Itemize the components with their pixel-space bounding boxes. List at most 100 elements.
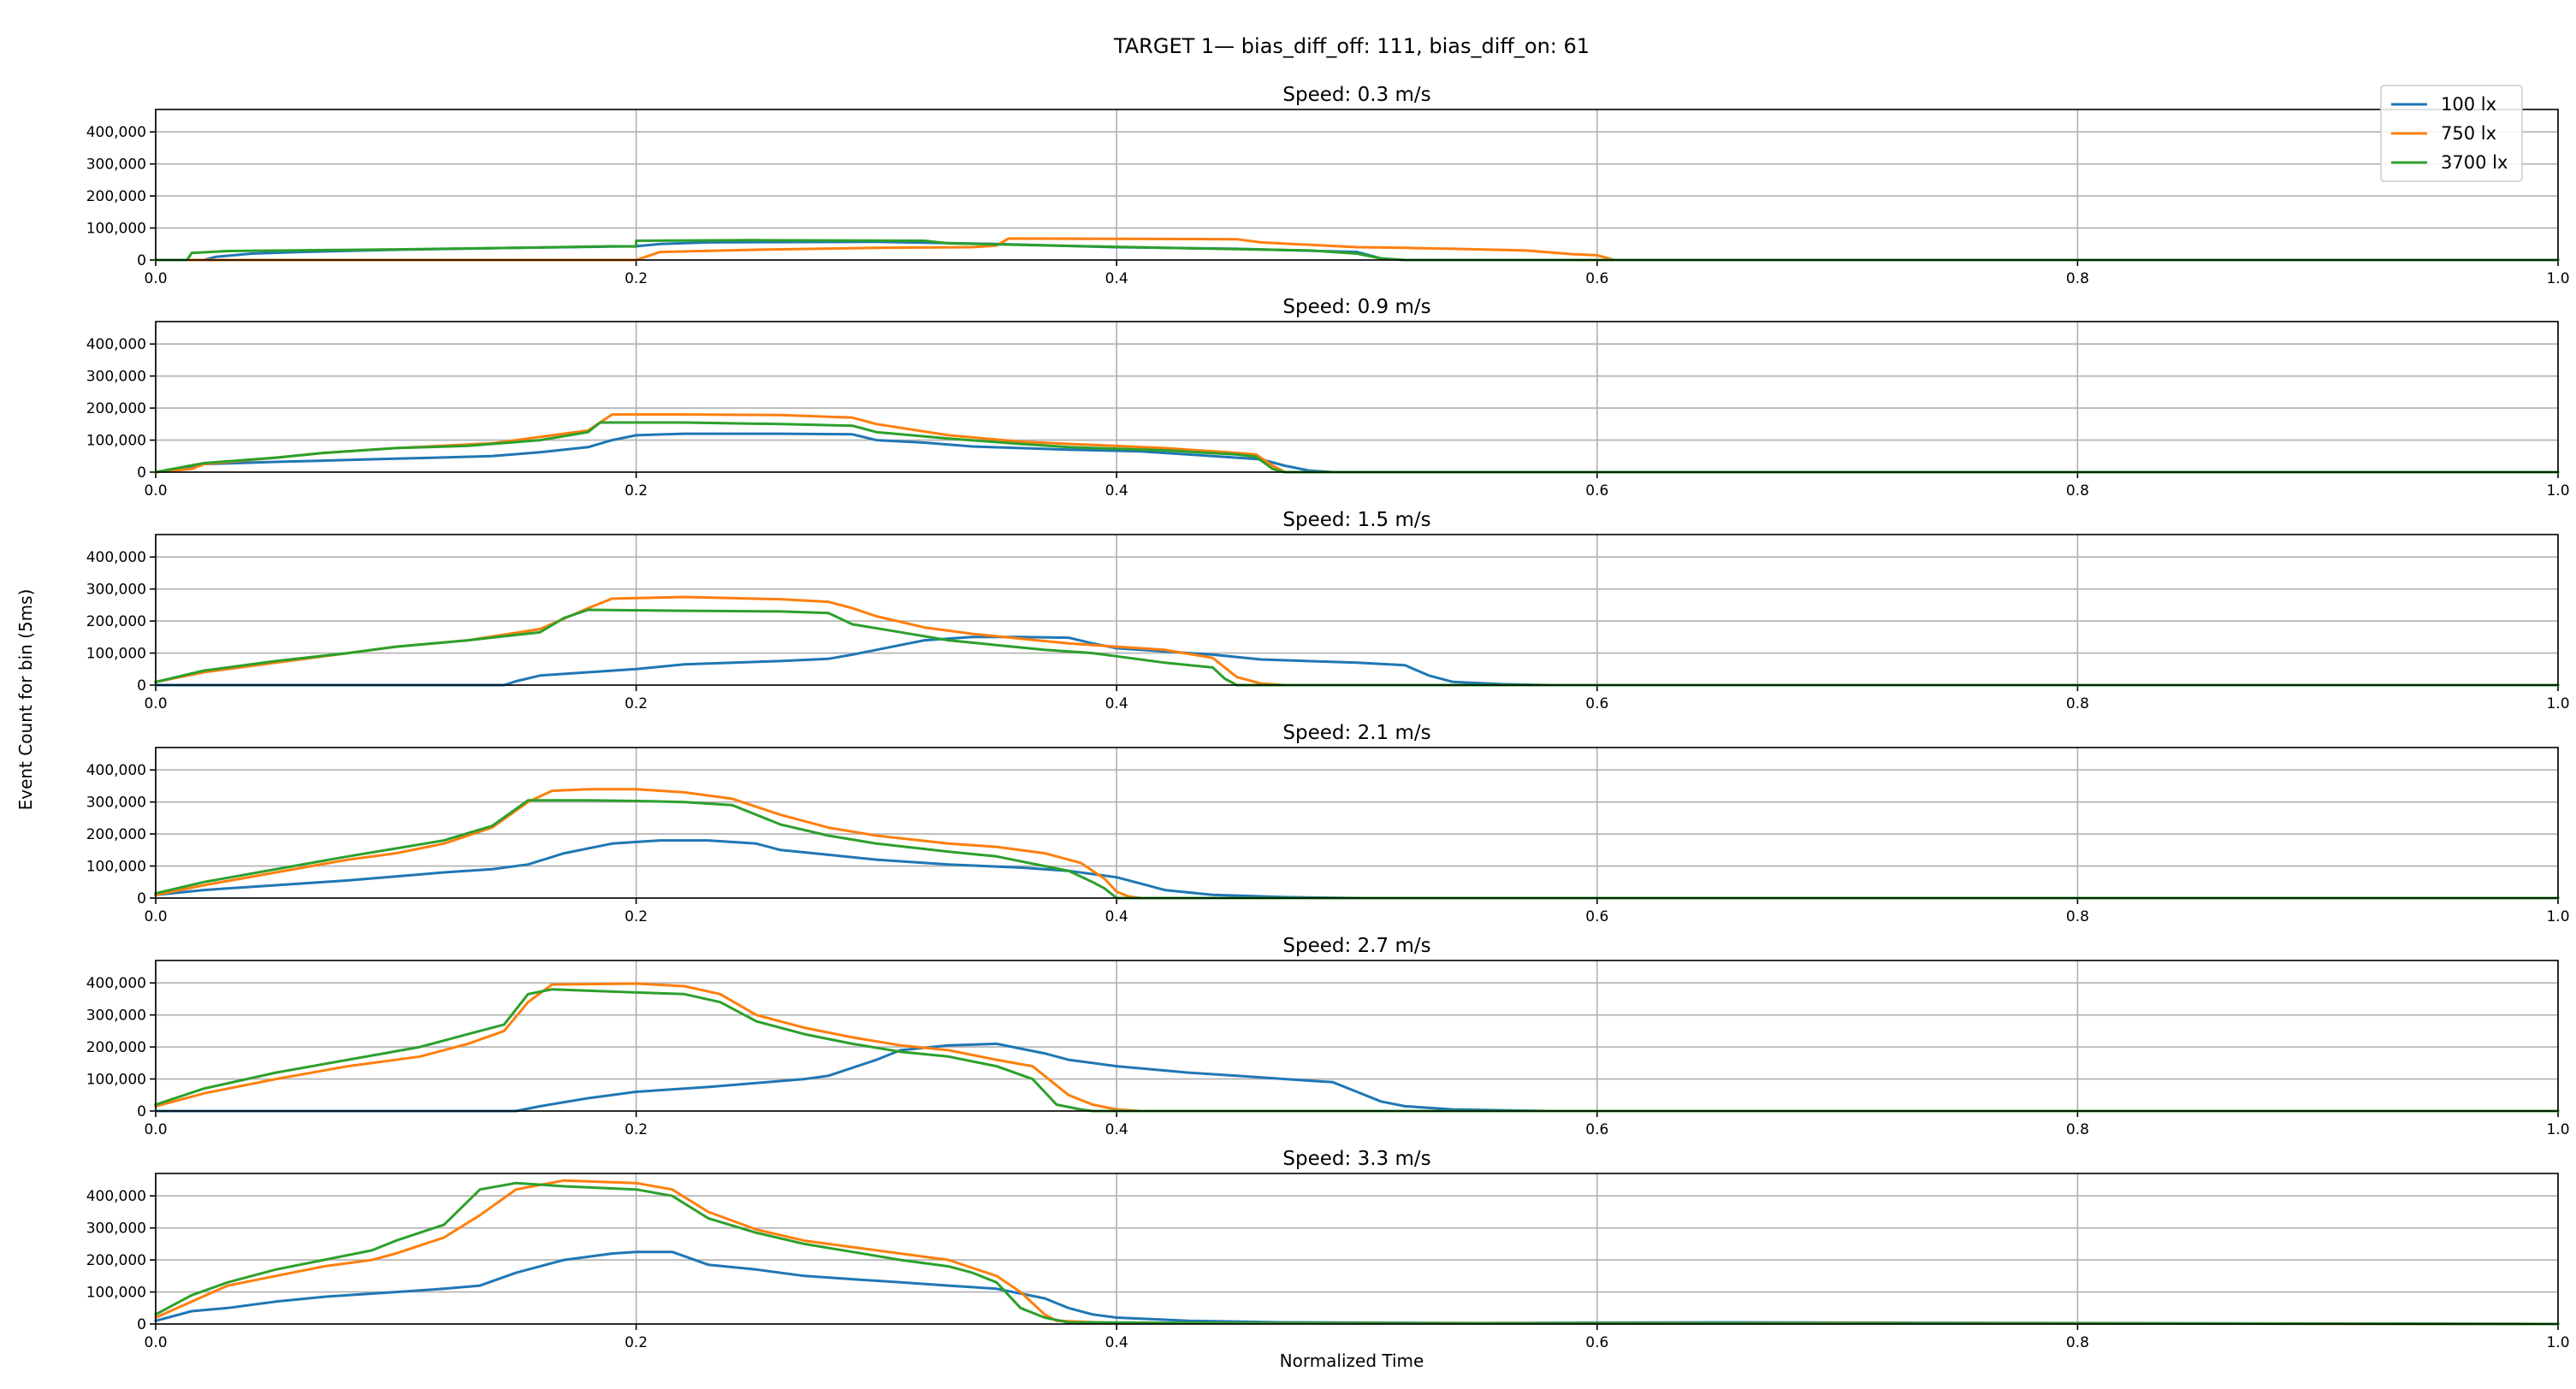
x-tick-label: 0.4 bbox=[1105, 482, 1128, 499]
x-tick-label: 0.4 bbox=[1105, 695, 1128, 712]
subplot-title: Speed: 0.3 m/s bbox=[1282, 84, 1430, 106]
subplot-title: Speed: 0.9 m/s bbox=[1282, 296, 1430, 318]
x-tick-label: 0.2 bbox=[625, 695, 648, 712]
y-tick-label: 300,000 bbox=[86, 1008, 146, 1025]
x-tick-label: 0.2 bbox=[625, 908, 648, 925]
x-tick-label: 0.8 bbox=[2066, 1334, 2089, 1351]
x-tick-label: 0.6 bbox=[1585, 908, 1608, 925]
y-tick-label: 100,000 bbox=[86, 1072, 146, 1089]
y-tick-label: 300,000 bbox=[86, 582, 146, 599]
y-tick-label: 200,000 bbox=[86, 1252, 146, 1269]
y-tick-label: 0 bbox=[137, 890, 146, 907]
series-line-3700-lx bbox=[154, 608, 2560, 687]
x-tick-label: 0.2 bbox=[625, 1334, 648, 1351]
x-tick-label: 0.6 bbox=[1585, 482, 1608, 499]
legend-box bbox=[2380, 85, 2523, 182]
x-tick-label: 0.2 bbox=[625, 482, 648, 499]
axes-frame bbox=[155, 747, 2559, 899]
x-tick-label: 0.8 bbox=[2066, 908, 2089, 925]
series-line-750-lx bbox=[154, 237, 2560, 262]
series-line-100-lx bbox=[154, 1250, 2560, 1326]
y-tick-label: 300,000 bbox=[86, 369, 146, 386]
x-tick-label: 1.0 bbox=[2546, 1334, 2569, 1351]
series-line-3700-lx bbox=[154, 421, 2560, 474]
x-tick-label: 0.2 bbox=[625, 270, 648, 287]
x-tick-label: 0.4 bbox=[1105, 1334, 1128, 1351]
x-tick-label: 0.4 bbox=[1105, 1121, 1128, 1138]
y-tick-label: 400,000 bbox=[86, 762, 146, 779]
x-tick-label: 0.4 bbox=[1105, 908, 1128, 925]
x-tick-label: 1.0 bbox=[2546, 270, 2569, 287]
y-tick-label: 200,000 bbox=[86, 188, 146, 205]
axes-frame bbox=[155, 534, 2559, 686]
x-tick-label: 1.0 bbox=[2546, 695, 2569, 712]
series-line-3700-lx bbox=[154, 988, 2560, 1113]
y-tick-label: 100,000 bbox=[86, 1285, 146, 1302]
series-line-3700-lx bbox=[154, 799, 2560, 900]
x-tick-label: 0.0 bbox=[144, 1334, 167, 1351]
subplot-title: Speed: 1.5 m/s bbox=[1282, 509, 1430, 531]
x-tick-label: 1.0 bbox=[2546, 908, 2569, 925]
x-tick-label: 0.6 bbox=[1585, 695, 1608, 712]
x-tick-label: 0.8 bbox=[2066, 1121, 2089, 1138]
y-tick-label: 0 bbox=[137, 677, 146, 694]
series-line-750-lx bbox=[154, 982, 2560, 1113]
y-tick-label: 400,000 bbox=[86, 549, 146, 566]
y-tick-label: 200,000 bbox=[86, 400, 146, 417]
y-tick-label: 400,000 bbox=[86, 336, 146, 353]
y-tick-label: 200,000 bbox=[86, 826, 146, 843]
y-tick-label: 300,000 bbox=[86, 157, 146, 174]
y-tick-label: 200,000 bbox=[86, 1039, 146, 1056]
series-line-100-lx bbox=[154, 1042, 2560, 1113]
axes-frame bbox=[155, 960, 2559, 1112]
y-tick-label: 200,000 bbox=[86, 613, 146, 630]
x-tick-label: 0.6 bbox=[1585, 270, 1608, 287]
x-tick-label: 0.4 bbox=[1105, 270, 1128, 287]
subplot-3: Speed: 1.5 m/s 0.0 0.2 0.4 0.6 0.8 1.0 0 100,000… bbox=[86, 509, 2570, 712]
x-tick-label: 0.0 bbox=[144, 270, 167, 287]
subplot-5: Speed: 2.7 m/s 0.0 0.2 0.4 0.6 0.8 1.0 0 100,000… bbox=[86, 935, 2570, 1138]
series-line-750-lx bbox=[154, 1179, 2560, 1326]
series-line-750-lx bbox=[154, 595, 2560, 687]
subplot-title: Speed: 3.3 m/s bbox=[1282, 1148, 1430, 1170]
subplot-1: Speed: 0.3 m/s 0.0 0.2 0.4 0.6 0.8 1.0 0 100,000… bbox=[86, 84, 2570, 287]
y-tick-label: 100,000 bbox=[86, 221, 146, 238]
series-line-100-lx bbox=[154, 240, 2560, 262]
figure-suptitle: TARGET 1— bias_diff_off: 111, bias_diff_… bbox=[1113, 34, 1590, 58]
series-line-3700-lx bbox=[153, 1181, 2560, 1326]
series-line-3700-lx bbox=[154, 239, 2560, 262]
legend-label: 3700 lx bbox=[2441, 152, 2508, 173]
y-tick-label: 100,000 bbox=[86, 433, 146, 450]
y-tick-label: 0 bbox=[137, 1103, 146, 1120]
y-tick-label: 0 bbox=[137, 1316, 146, 1333]
x-tick-label: 0.0 bbox=[144, 908, 167, 925]
y-tick-label: 400,000 bbox=[86, 124, 146, 141]
x-tick-label: 0.8 bbox=[2066, 270, 2089, 287]
x-tick-label: 0.6 bbox=[1585, 1121, 1608, 1138]
subplot-title: Speed: 2.1 m/s bbox=[1282, 722, 1430, 744]
x-tick-label: 0.8 bbox=[2066, 482, 2089, 499]
series-line-100-lx bbox=[154, 839, 2560, 900]
axes-frame bbox=[155, 321, 2559, 473]
subplots: Speed: 0.3 m/s 0.0 0.2 0.4 0.6 0.8 1.0 0 100,000… bbox=[86, 84, 2570, 1351]
legend-label: 750 lx bbox=[2441, 123, 2496, 144]
x-tick-label: 0.2 bbox=[625, 1121, 648, 1138]
x-tick-label: 1.0 bbox=[2546, 1121, 2569, 1138]
legend: 100 lx 750 lx 3700 lx bbox=[2380, 85, 2523, 182]
subplot-4: Speed: 2.1 m/s 0.0 0.2 0.4 0.6 0.8 1.0 0 100,000… bbox=[86, 722, 2570, 925]
subplot-2: Speed: 0.9 m/s 0.0 0.2 0.4 0.6 0.8 1.0 0 100,000… bbox=[86, 296, 2570, 499]
legend-label: 100 lx bbox=[2441, 94, 2496, 115]
y-tick-label: 0 bbox=[137, 464, 146, 482]
axes-frame bbox=[155, 109, 2559, 261]
series-line-100-lx bbox=[154, 635, 2560, 687]
x-tick-label: 1.0 bbox=[2546, 482, 2569, 499]
series-line-750-lx bbox=[154, 788, 2560, 900]
x-tick-label: 0.8 bbox=[2066, 695, 2089, 712]
x-tick-label: 0.0 bbox=[144, 695, 167, 712]
y-tick-label: 400,000 bbox=[86, 1188, 146, 1205]
x-tick-label: 0.0 bbox=[144, 482, 167, 499]
y-tick-label: 400,000 bbox=[86, 975, 146, 992]
y-axis-label: Event Count for bin (5ms) bbox=[15, 589, 36, 811]
axes-frame bbox=[155, 1173, 2559, 1325]
